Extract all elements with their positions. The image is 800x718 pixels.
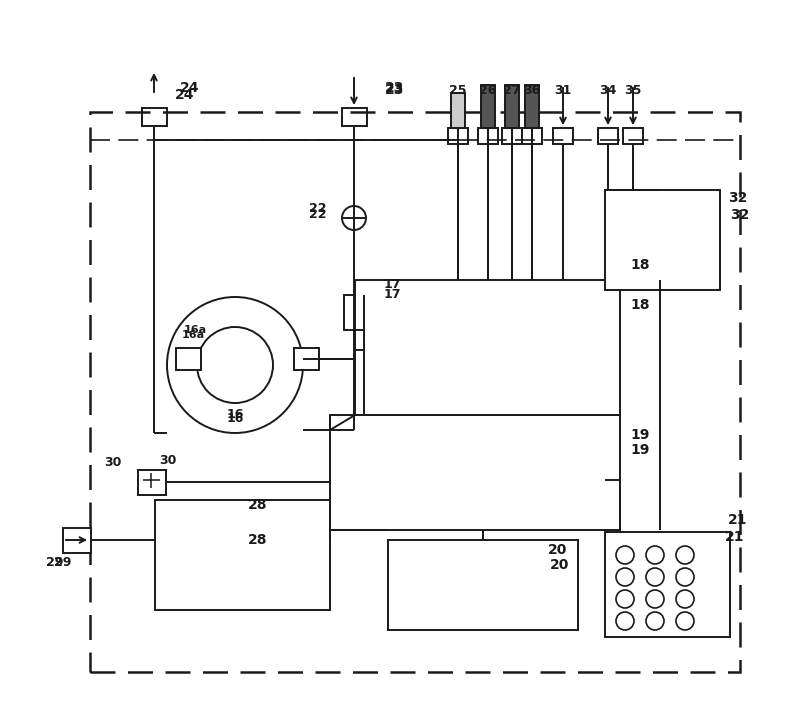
Circle shape [676,590,694,608]
Text: 32: 32 [730,208,750,222]
Circle shape [342,206,366,230]
Bar [478,128,498,144]
Bar [505,85,519,128]
Text: 23: 23 [386,83,405,97]
Bar [142,108,167,126]
Circle shape [616,546,634,564]
Bar [176,348,201,370]
Text: 17: 17 [383,289,401,302]
Circle shape [616,568,634,586]
Bar [90,112,740,672]
Text: 26: 26 [479,83,497,96]
Bar [451,93,465,128]
Text: 30: 30 [159,454,177,467]
Bar [388,540,578,630]
Bar [63,528,91,553]
Text: 24: 24 [175,88,194,102]
Bar [344,295,364,330]
Bar [330,415,620,530]
Bar [605,532,730,637]
Bar [448,128,468,144]
Text: 23: 23 [386,81,405,95]
Text: 22: 22 [310,202,326,215]
Text: 32: 32 [728,191,748,205]
Text: 27: 27 [503,83,521,96]
Text: 24: 24 [180,81,200,95]
Text: 36: 36 [523,83,541,96]
Text: 18: 18 [630,258,650,272]
Bar [525,85,539,128]
Bar [342,108,367,126]
Bar [598,128,618,144]
Text: 28: 28 [248,533,268,547]
Circle shape [616,590,634,608]
Bar [138,470,166,495]
Bar [294,348,319,370]
Bar [155,500,330,610]
Bar [553,128,573,144]
Text: 28: 28 [248,498,268,512]
Bar [623,128,643,144]
Bar [605,190,720,290]
Text: 16: 16 [226,411,244,424]
Text: 19: 19 [630,428,650,442]
Text: 22: 22 [310,208,326,221]
Text: 21: 21 [728,513,748,527]
Circle shape [646,546,664,564]
Circle shape [676,612,694,630]
Text: 30: 30 [104,457,122,470]
Text: 19: 19 [630,443,650,457]
Circle shape [646,612,664,630]
Text: 21: 21 [726,530,745,544]
Circle shape [676,546,694,564]
Text: 29: 29 [54,556,72,569]
Text: 17: 17 [383,279,401,292]
Text: 34: 34 [599,83,617,96]
Circle shape [197,327,273,403]
Text: 20: 20 [548,543,568,557]
Text: 35: 35 [624,83,642,96]
Circle shape [646,590,664,608]
Circle shape [676,568,694,586]
Circle shape [616,612,634,630]
Text: 25: 25 [450,83,466,96]
Text: 29: 29 [46,556,64,569]
Circle shape [646,568,664,586]
Bar [522,128,542,144]
Text: 20: 20 [550,558,570,572]
Text: 16: 16 [226,409,244,421]
Text: 18: 18 [630,298,650,312]
Text: 31: 31 [554,83,572,96]
Bar [502,128,522,144]
Text: 16a: 16a [182,330,205,340]
Bar [481,85,495,128]
Bar [355,280,620,415]
Circle shape [167,297,303,433]
Text: 16a: 16a [183,325,206,335]
